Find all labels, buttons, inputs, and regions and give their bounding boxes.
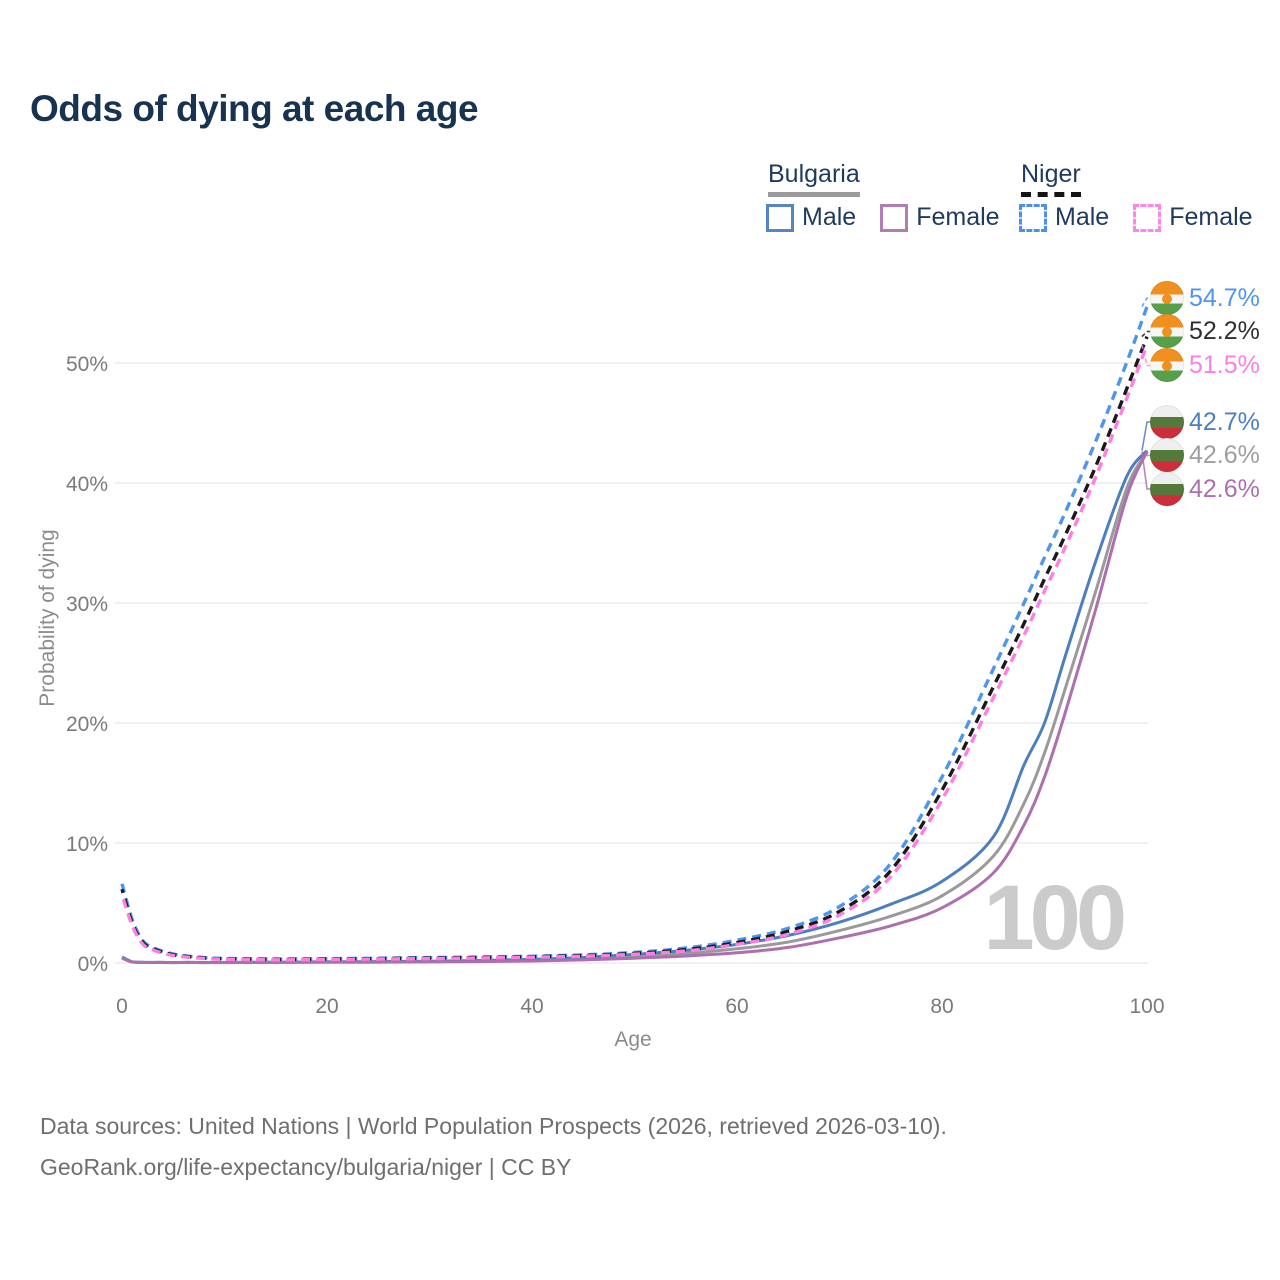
x-tick-20: 20 [315, 995, 338, 1018]
end-value-bulgaria-all: 42.6% [1189, 440, 1260, 469]
end-label-bulgaria-female: 42.6% [1150, 472, 1260, 506]
bulgaria-flag-icon [1150, 405, 1184, 439]
license-line: GeoRank.org/life-expectancy/bulgaria/nig… [40, 1154, 572, 1180]
connector-bulgaria-male [1141, 421, 1150, 451]
line-niger-male[interactable] [120, 306, 1149, 961]
x-tick-80: 80 [930, 995, 953, 1018]
y-tick-20: 20% [66, 713, 108, 736]
niger-flag-icon [1150, 281, 1184, 315]
legend-country-bulgaria[interactable]: Bulgaria [768, 160, 860, 197]
legend-label-bulgaria-male[interactable]: Male [802, 203, 857, 231]
line-bulgaria-all[interactable] [121, 451, 1149, 965]
end-value-niger-male: 54.7% [1189, 283, 1260, 312]
end-value-niger-all: 52.2% [1189, 316, 1260, 345]
page-title: Odds of dying at each age [30, 88, 479, 129]
x-tick-0: 0 [116, 995, 128, 1018]
legend-checkbox-bulgaria-female[interactable] [880, 203, 909, 232]
source-line: Data sources: United Nations | World Pop… [40, 1113, 947, 1139]
end-label-niger-all: 52.2% [1150, 314, 1260, 348]
end-value-bulgaria-male: 42.7% [1189, 407, 1260, 436]
niger-flag-icon [1150, 348, 1184, 382]
y-tick-40: 40% [66, 473, 108, 496]
line-bulgaria-female[interactable] [121, 451, 1149, 965]
legend-label-niger-male[interactable]: Male [1055, 203, 1110, 231]
bulgaria-flag-icon [1150, 438, 1184, 472]
end-label-bulgaria-male: 42.7% [1150, 405, 1260, 439]
y-tick-10: 10% [66, 833, 108, 856]
data-source-attribution: Data sources: United Nations | World Pop… [40, 1106, 947, 1188]
connector-niger-female [1141, 344, 1150, 367]
end-value-niger-female: 51.5% [1189, 350, 1260, 379]
end-label-bulgaria-all: 42.6% [1150, 438, 1260, 472]
y-tick-30: 30% [66, 593, 108, 616]
legend-checkbox-bulgaria-male[interactable] [766, 203, 794, 232]
legend-row-niger: Male Female [1019, 203, 1253, 232]
connector-niger-male [1141, 297, 1150, 308]
legend-label-bulgaria-female[interactable]: Female [916, 203, 1000, 231]
legend-country-niger[interactable]: Niger [1021, 160, 1081, 197]
end-label-niger-male: 54.7% [1150, 281, 1260, 315]
bulgaria-flag-icon [1150, 472, 1184, 506]
x-axis-title: Age [614, 1028, 652, 1051]
connector-niger-all [1141, 330, 1150, 338]
connector-bulgaria-female [1141, 451, 1150, 490]
line-niger-all[interactable] [120, 335, 1149, 962]
line-niger-female[interactable] [120, 344, 1149, 962]
end-label-niger-female: 51.5% [1150, 348, 1260, 382]
end-value-bulgaria-female: 42.6% [1189, 474, 1260, 503]
x-tick-40: 40 [520, 995, 543, 1018]
y-tick-0: 0% [78, 953, 108, 976]
legend-checkbox-niger-male[interactable] [1019, 203, 1047, 232]
y-tick-50: 50% [66, 353, 108, 376]
line-bulgaria-male[interactable] [121, 449, 1149, 965]
age-counter-watermark: 100 [983, 867, 1127, 969]
legend-label-niger-female[interactable]: Female [1169, 203, 1253, 231]
x-tick-100: 100 [1129, 995, 1164, 1018]
legend-row-bulgaria: Male Female [766, 203, 1000, 232]
niger-flag-icon [1150, 314, 1184, 348]
x-tick-60: 60 [725, 995, 748, 1018]
legend-checkbox-niger-female[interactable] [1133, 203, 1162, 232]
